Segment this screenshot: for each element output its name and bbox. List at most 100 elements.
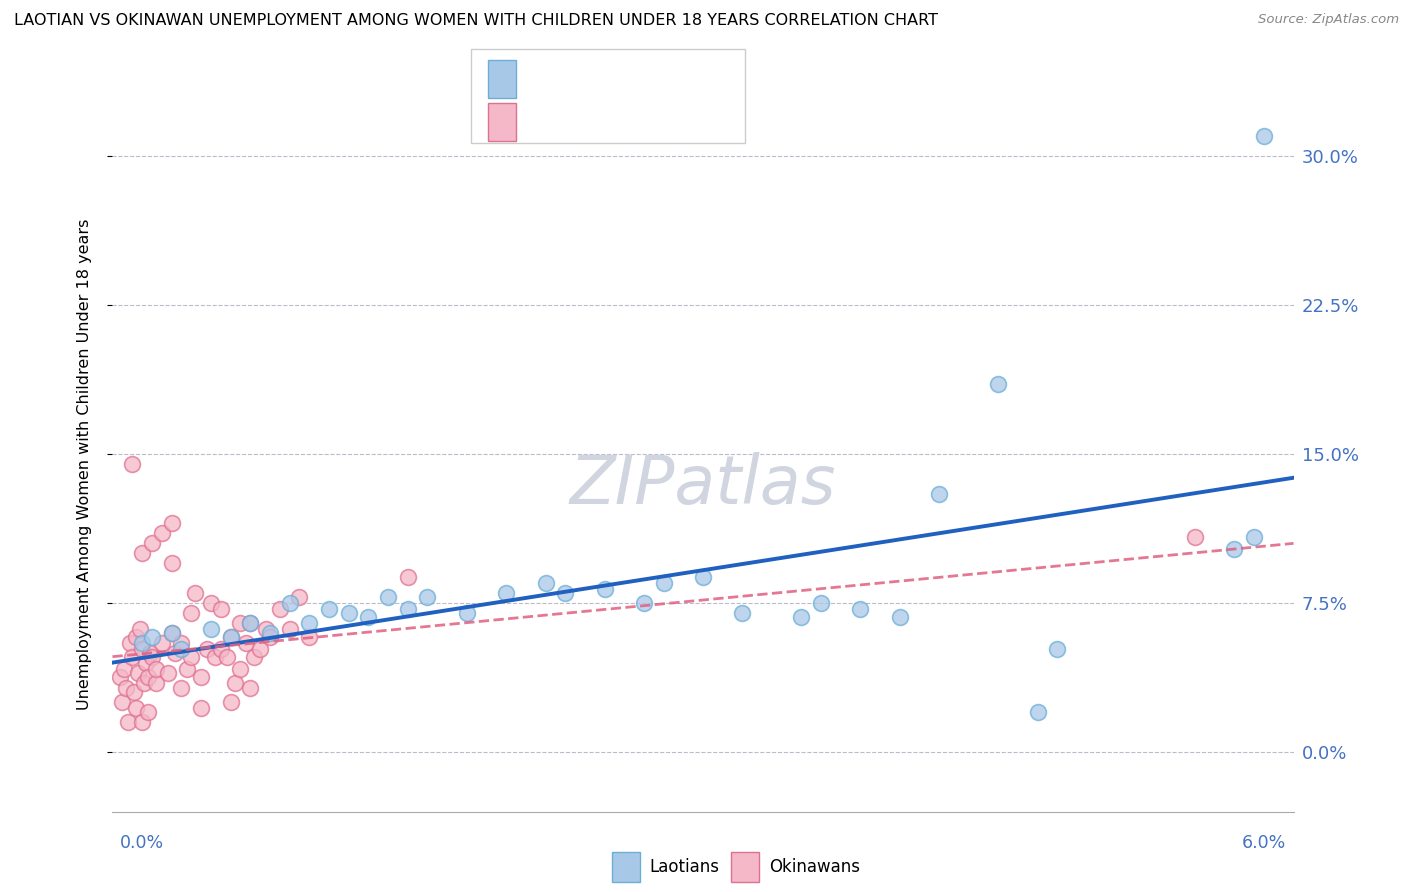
Point (239, 615, 262, 630)
Point (790, 610, 813, 624)
Point (209, 641, 232, 656)
Point (121, 649, 143, 664)
Point (377, 590, 399, 604)
Point (125, 630, 148, 644)
Point (357, 610, 380, 624)
Point (160, 516, 183, 531)
Point (692, 570, 714, 584)
Point (269, 602, 291, 616)
Point (889, 610, 911, 624)
Point (200, 622, 222, 636)
Point (131, 715, 153, 730)
Point (141, 649, 163, 664)
Point (318, 602, 340, 616)
Point (849, 602, 872, 616)
Point (337, 606, 360, 620)
Point (495, 586, 517, 600)
Point (416, 590, 439, 604)
Point (259, 625, 281, 640)
Point (278, 596, 301, 610)
Point (288, 590, 311, 604)
Point (200, 596, 222, 610)
Point (1253, 128, 1275, 143)
Point (928, 486, 950, 500)
Point (180, 606, 202, 620)
Point (150, 526, 173, 541)
Point (396, 602, 419, 616)
Point (141, 630, 163, 644)
Point (145, 662, 167, 676)
Point (298, 615, 321, 630)
Point (160, 625, 183, 640)
Point (987, 377, 1010, 392)
Point (156, 665, 179, 680)
Point (132, 675, 155, 690)
Point (810, 596, 832, 610)
Point (131, 636, 153, 650)
Point (136, 706, 159, 720)
Point (139, 646, 162, 660)
Point (219, 630, 242, 644)
Text: Laotians: Laotians (650, 858, 720, 876)
Point (633, 596, 655, 610)
Point (219, 695, 242, 709)
Point (122, 685, 145, 699)
Point (170, 681, 193, 696)
Point (190, 669, 212, 683)
Point (117, 715, 139, 730)
Point (593, 582, 616, 596)
Point (165, 646, 187, 660)
Text: LAOTIAN VS OKINAWAN UNEMPLOYMENT AMONG WOMEN WITH CHILDREN UNDER 18 YEARS CORREL: LAOTIAN VS OKINAWAN UNEMPLOYMENT AMONG W… (14, 13, 938, 29)
Point (160, 556, 183, 570)
Point (190, 701, 212, 715)
Point (131, 546, 153, 560)
Point (204, 649, 226, 664)
Point (121, 457, 143, 471)
Point (259, 630, 281, 644)
Point (112, 662, 135, 676)
Point (110, 669, 132, 683)
Point (229, 615, 252, 630)
Point (129, 622, 152, 636)
Point (131, 641, 153, 656)
Point (135, 656, 157, 670)
Point (209, 602, 232, 616)
Point (239, 681, 262, 696)
Point (219, 630, 242, 644)
Point (195, 641, 218, 656)
Point (120, 636, 142, 650)
Text: Okinawans: Okinawans (769, 858, 860, 876)
Point (396, 570, 419, 584)
Point (239, 615, 262, 630)
Point (115, 681, 138, 696)
Point (1026, 706, 1049, 720)
Point (224, 675, 246, 690)
Point (150, 636, 173, 650)
Point (243, 649, 266, 664)
Point (652, 576, 675, 591)
Point (111, 695, 134, 709)
Point (180, 649, 202, 664)
Point (554, 586, 576, 600)
Text: R = 0.100   N = 62: R = 0.100 N = 62 (527, 112, 711, 132)
Text: ZIPatlas: ZIPatlas (569, 451, 837, 517)
Text: 0.0%: 0.0% (120, 834, 163, 852)
Point (278, 622, 301, 636)
Text: 6.0%: 6.0% (1243, 834, 1286, 852)
Point (249, 641, 271, 656)
Point (127, 665, 149, 680)
Point (731, 606, 754, 620)
Y-axis label: Unemployment Among Women with Children Under 18 years: Unemployment Among Women with Children U… (77, 219, 91, 709)
Point (1243, 530, 1265, 544)
Point (229, 662, 252, 676)
Point (298, 630, 321, 644)
Point (176, 662, 198, 676)
Point (1046, 641, 1069, 656)
Point (170, 641, 193, 656)
Point (160, 625, 183, 640)
Point (170, 636, 193, 650)
Point (145, 675, 167, 690)
Point (456, 606, 478, 620)
Text: R = 0.310   N = 30: R = 0.310 N = 30 (527, 70, 711, 88)
Point (534, 576, 557, 591)
